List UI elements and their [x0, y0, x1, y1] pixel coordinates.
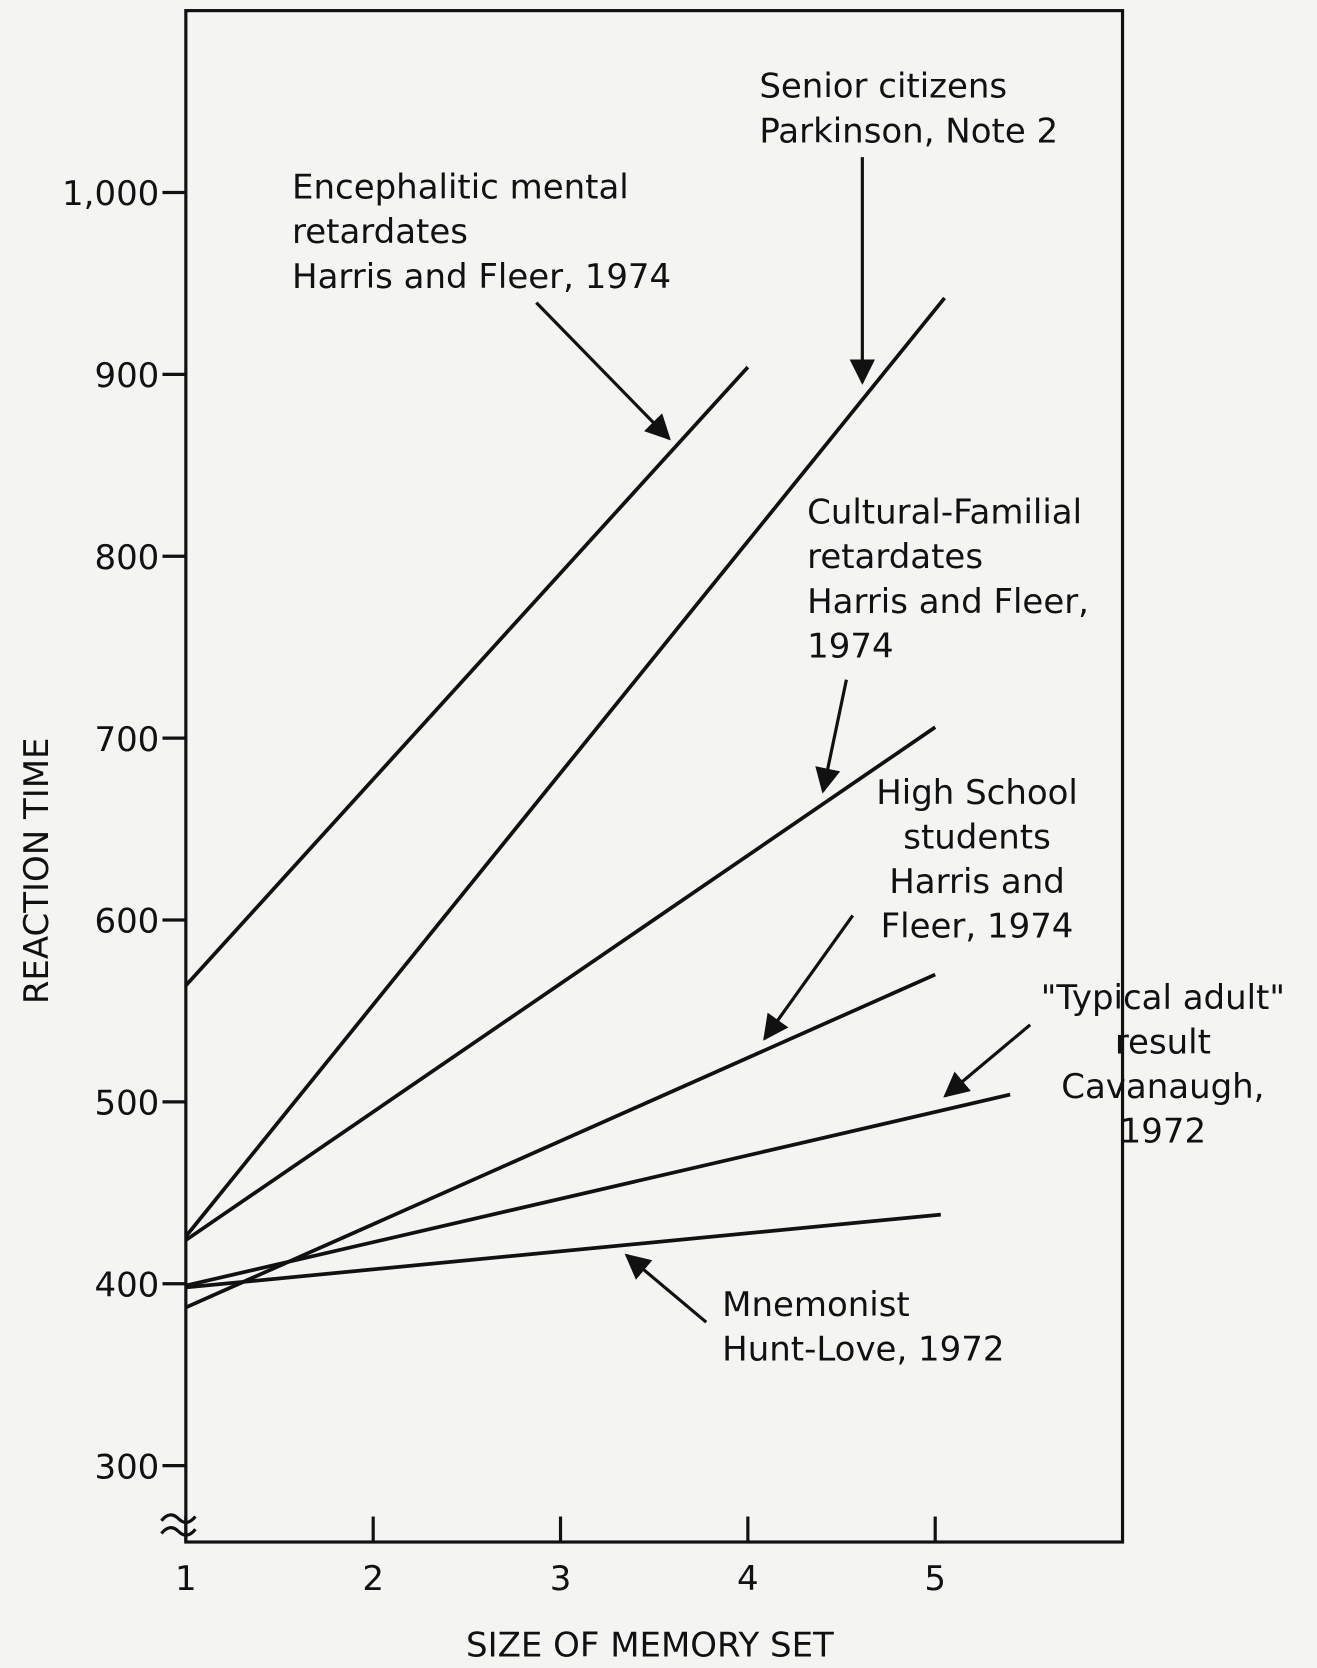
y-tick-label: 800 [94, 538, 159, 578]
series-label: Senior citizens [759, 67, 1007, 107]
series-label: Parkinson, Note 2 [759, 111, 1058, 151]
series-label: Cultural-Familial [807, 493, 1082, 533]
series-label: Mnemonist [722, 1285, 910, 1325]
y-tick-label: 300 [94, 1447, 159, 1487]
series-label: result [1115, 1023, 1211, 1063]
series-line [184, 725, 937, 1242]
series-label: High School [876, 773, 1078, 813]
y-tick-label: 600 [94, 902, 159, 942]
series-label: retardates [807, 537, 983, 577]
label-arrow [624, 1253, 708, 1324]
x-axis-label: SIZE OF MEMORY SET [466, 1626, 834, 1666]
plot-frame [184, 9, 1125, 1544]
y-tick-label: 900 [94, 356, 159, 396]
series-line [184, 365, 750, 987]
x-tick-label: 2 [362, 1559, 384, 1599]
series-label: 1974 [807, 626, 893, 666]
series-label: retardates [292, 212, 468, 252]
series-label: 1972 [1120, 1112, 1206, 1152]
series-label: Harris and Fleer, [807, 582, 1089, 622]
y-tick-label: 1,000 [62, 174, 159, 214]
series-line [185, 972, 936, 1310]
x-tick-label: 5 [924, 1559, 946, 1599]
series-label: Hunt-Love, 1972 [722, 1329, 1004, 1369]
y-tick-label: 500 [94, 1084, 159, 1124]
x-tick-label: 3 [550, 1559, 572, 1599]
label-arrow [763, 914, 855, 1041]
series-label: Harris and [889, 862, 1065, 902]
series-label: students [903, 818, 1051, 858]
x-tick-label: 1 [175, 1559, 197, 1599]
label-arrow [815, 679, 848, 794]
series-label: Cavanaugh, [1061, 1067, 1264, 1107]
series-label: Fleer, 1974 [881, 907, 1074, 947]
series-line [184, 296, 947, 1238]
label-arrow [943, 1023, 1032, 1098]
label-arrow [535, 301, 671, 441]
series-label: Encephalitic mental [292, 168, 629, 208]
series-line [185, 1212, 941, 1290]
y-axis-label: REACTION TIME [17, 737, 57, 1004]
y-tick-label: 700 [94, 720, 159, 760]
series-label: "Typical adult" [1041, 978, 1285, 1018]
series-label: Harris and Fleer, 1974 [292, 257, 671, 297]
axis-break [160, 1513, 197, 1537]
plot: SIZE OF MEMORY SET REACTION TIME 300 400 5… [17, 9, 1285, 1666]
series-line [185, 1092, 1011, 1288]
y-tick-label: 400 [94, 1266, 159, 1306]
x-tick-label: 4 [737, 1559, 759, 1599]
